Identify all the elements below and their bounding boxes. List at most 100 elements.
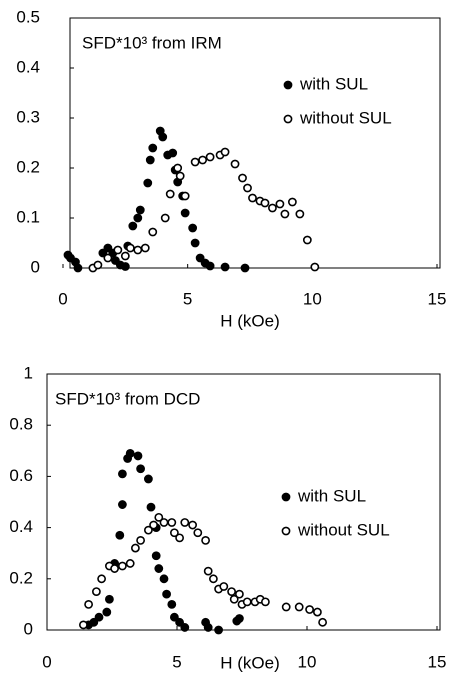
data-point (79, 620, 88, 630)
data-point (229, 594, 239, 604)
data-point (146, 502, 156, 512)
data-point (168, 148, 178, 158)
x-tick-label: 10 (298, 652, 317, 671)
y-tick-label: 0.2 (16, 157, 40, 176)
data-point (175, 533, 184, 543)
data-point (103, 243, 113, 253)
data-point (260, 198, 270, 208)
data-point (151, 551, 161, 561)
data-point (154, 564, 164, 573)
x-tick-label: 5 (183, 289, 192, 308)
data-point (148, 143, 158, 153)
data-point (180, 623, 190, 632)
data-point (84, 600, 93, 609)
data-point (135, 205, 145, 215)
legend-label: with SUL (297, 486, 366, 505)
data-point (193, 528, 203, 538)
data-point (159, 574, 169, 584)
data-point (281, 602, 291, 612)
data-point (248, 193, 257, 203)
y-tick-label: 0 (24, 619, 33, 638)
data-point (149, 520, 158, 530)
data-point (133, 245, 143, 255)
y-tick-label: 0.2 (9, 568, 33, 587)
y-tick-label: 0.5 (16, 7, 40, 26)
legend-label: without SUL (299, 108, 392, 127)
data-point (143, 525, 153, 535)
data-point (93, 260, 103, 270)
data-point (167, 518, 177, 527)
data-point (243, 183, 252, 193)
data-point (165, 189, 175, 199)
data-point (125, 448, 135, 458)
data-point (208, 574, 218, 584)
data-point (234, 614, 244, 623)
data-point (133, 451, 143, 461)
data-point (140, 243, 150, 253)
x-tick-label: 0 (42, 652, 51, 671)
data-point (280, 209, 290, 219)
data-point (128, 221, 138, 231)
data-point (242, 597, 252, 607)
data-point (113, 245, 123, 255)
y-tick-label: 0.6 (9, 466, 33, 485)
data-point (136, 536, 145, 545)
data-point (136, 464, 145, 474)
data-point (220, 147, 230, 157)
data-point (92, 587, 101, 596)
legend-marker (281, 526, 291, 536)
data-point (159, 518, 169, 527)
data-point (238, 173, 247, 183)
data-point (145, 155, 155, 165)
x-axis-label: H (kOe) (220, 311, 280, 330)
data-point (125, 243, 135, 253)
y-tick-label: 0 (31, 257, 40, 276)
legend-marker (283, 114, 293, 124)
y-tick-label: 0.4 (16, 57, 40, 76)
data-point (143, 178, 153, 188)
data-point (158, 132, 168, 142)
y-tick-label: 0.8 (9, 415, 33, 434)
data-point (318, 617, 327, 627)
y-tick-label: 1 (24, 363, 33, 382)
x-tick-label: 0 (58, 289, 67, 308)
data-point (102, 607, 112, 617)
legend-marker (281, 492, 291, 502)
data-point (120, 251, 130, 261)
data-point (115, 530, 125, 540)
data-point (188, 520, 197, 530)
data-point (220, 262, 230, 272)
data-point (302, 235, 312, 245)
data-point (219, 582, 229, 591)
data-point (260, 597, 270, 607)
data-point (234, 589, 244, 599)
data-point (89, 617, 99, 627)
x-axis-label: H (kOe) (220, 653, 280, 672)
data-point (105, 594, 114, 604)
data-point (133, 213, 143, 223)
plot-frame (69, 17, 441, 269)
data-point (180, 518, 190, 527)
chart-title: SFD*10³ from DCD (55, 389, 200, 408)
data-point (268, 203, 277, 213)
data-point (205, 152, 215, 162)
x-tick-label: 15 (428, 289, 447, 308)
y-tick-label: 0.3 (16, 107, 40, 126)
data-point (180, 191, 190, 201)
x-tick-label: 15 (428, 652, 447, 671)
data-point (188, 223, 198, 233)
data-point (205, 261, 215, 271)
data-point (169, 612, 179, 622)
data-point (227, 587, 236, 596)
data-point (201, 536, 210, 545)
data-point (120, 262, 130, 271)
data-point (294, 602, 304, 612)
chart-title: SFD*10³ from IRM (82, 33, 222, 52)
data-point (118, 500, 127, 509)
data-point (73, 263, 83, 273)
data-point (240, 263, 250, 273)
data-point (305, 605, 314, 614)
data-point (130, 543, 140, 553)
y-tick-label: 0.1 (16, 207, 40, 226)
